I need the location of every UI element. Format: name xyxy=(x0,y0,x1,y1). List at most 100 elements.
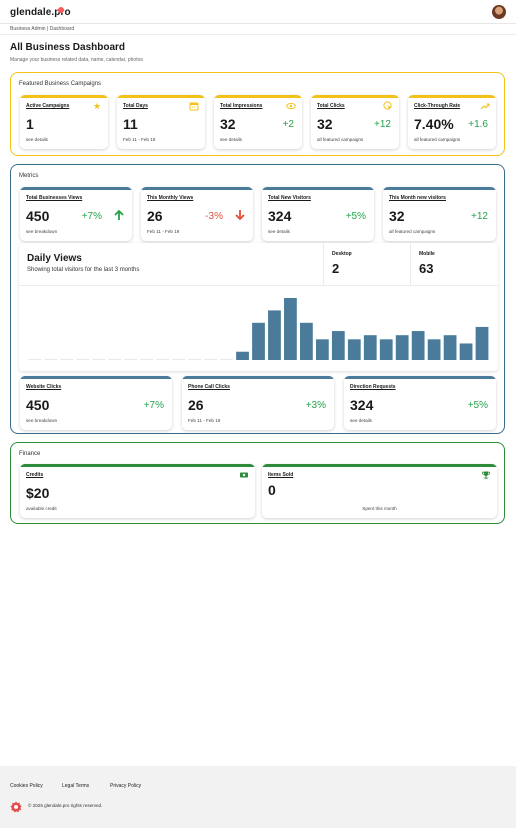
avatar[interactable] xyxy=(492,5,506,19)
chart-bar xyxy=(140,359,154,360)
card-title[interactable]: Website Clicks xyxy=(26,384,62,390)
cursor-click-icon xyxy=(383,101,393,111)
chart-bar xyxy=(60,359,74,360)
divider xyxy=(19,285,498,286)
chart-bar[interactable] xyxy=(411,331,425,360)
card-title[interactable]: Total Clicks xyxy=(317,103,345,109)
card-value: 7.40% xyxy=(414,116,454,132)
card-title[interactable]: This Month new visitors xyxy=(389,195,446,201)
chart-bar[interactable] xyxy=(347,339,361,360)
arrow-down-icon xyxy=(233,208,247,222)
logo[interactable]: glendale.pro xyxy=(10,7,71,18)
chart-bar xyxy=(44,359,58,360)
chart-bar[interactable] xyxy=(475,326,489,360)
card-value: 324 xyxy=(268,208,292,224)
card-accent-bar xyxy=(344,376,496,379)
card-foot[interactable]: see breakdown xyxy=(26,418,58,423)
bar-chart xyxy=(28,298,489,360)
featured-card-total-impressions[interactable]: Total Impressions 32 +2 see details xyxy=(214,95,302,149)
metric-card-website-clicks[interactable]: Website Clicks 450 +7% see breakdown xyxy=(20,376,172,430)
page-title: All Business Dashboard xyxy=(10,42,126,53)
metric-card-direction-requests[interactable]: Direction Requests 324 +5% see details xyxy=(344,376,496,430)
mobile-stat[interactable]: Mobile 63 xyxy=(410,243,498,285)
card-foot[interactable]: see details xyxy=(350,418,372,423)
card-foot[interactable]: see details xyxy=(26,137,48,142)
stat-value: 2 xyxy=(332,261,340,276)
featured-card-active-campaigns[interactable]: Active Campaigns ★ 1 see details xyxy=(20,95,108,149)
card-accent-bar xyxy=(182,376,334,379)
metric-card-month-new-visitors[interactable]: This Month new visitors 32 +12 all featu… xyxy=(383,187,496,241)
card-accent-bar xyxy=(383,187,496,190)
metric-card-phone-call-clicks[interactable]: Phone Call Clicks 26 +3% Feb 11 - Feb 19 xyxy=(182,376,334,430)
card-accent-bar xyxy=(20,95,108,98)
card-delta: +5% xyxy=(345,211,366,222)
card-value: 450 xyxy=(26,397,50,413)
finance-card-credits[interactable]: Credits $20 available credit xyxy=(20,464,255,518)
trophy-icon xyxy=(481,470,491,480)
card-value: 324 xyxy=(350,397,374,413)
card-title[interactable]: Credits xyxy=(26,472,44,478)
arrow-up-icon xyxy=(112,208,126,222)
footer-link-cookies[interactable]: Cookies Policy xyxy=(10,783,43,789)
card-title[interactable]: Click-Through Rate xyxy=(414,103,461,109)
breadcrumb[interactable]: Business Admin | Dashboard xyxy=(10,26,75,32)
chart-bar[interactable] xyxy=(284,298,297,360)
chart-bar[interactable] xyxy=(315,339,329,360)
section-title: Metrics xyxy=(19,173,39,179)
card-value: 32 xyxy=(317,116,333,132)
chart-bar[interactable] xyxy=(459,343,473,360)
chart-bar[interactable] xyxy=(268,310,281,360)
card-title[interactable]: Phone Call Clicks xyxy=(188,384,230,390)
card-foot: Spent this month xyxy=(362,506,397,511)
featured-card-total-days[interactable]: Total Days 11 Feb 11 - Feb 19 xyxy=(117,95,205,149)
card-accent-bar xyxy=(262,464,497,467)
card-foot[interactable]: see breakdown xyxy=(26,229,58,234)
card-title[interactable]: This Monthly Views xyxy=(147,195,194,201)
footer-link-privacy[interactable]: Privacy Policy xyxy=(110,783,142,789)
chart-bar[interactable] xyxy=(379,339,393,360)
featured-card-total-clicks[interactable]: Total Clicks 32 +12 all featured campaig… xyxy=(311,95,399,149)
card-title[interactable]: Total New Visitors xyxy=(268,195,311,201)
chart-bar[interactable] xyxy=(300,322,313,360)
featured-card-click-through-rate[interactable]: Click-Through Rate 7.40% +1.6 all featur… xyxy=(408,95,496,149)
chart-bar[interactable] xyxy=(363,335,377,360)
desktop-stat[interactable]: Desktop 2 xyxy=(323,243,410,285)
card-foot: all featured campaigns xyxy=(414,137,461,142)
chart-bar xyxy=(204,359,217,360)
card-accent-bar xyxy=(311,95,399,98)
chart-bar[interactable] xyxy=(427,339,441,360)
card-value: 450 xyxy=(26,208,50,224)
card-title[interactable]: Total Businesses Views xyxy=(26,195,83,201)
chart-bar[interactable] xyxy=(252,322,265,360)
calendar-icon xyxy=(189,101,199,111)
card-title[interactable]: Total Days xyxy=(123,103,148,109)
card-title[interactable]: Items Sold xyxy=(268,472,294,478)
card-value: 11 xyxy=(123,116,138,132)
card-value: 26 xyxy=(147,208,163,224)
chart-bar[interactable] xyxy=(443,335,457,360)
chart-bar xyxy=(188,359,202,360)
card-title[interactable]: Direction Requests xyxy=(350,384,396,390)
card-foot[interactable]: see details xyxy=(268,229,290,234)
card-delta: +7% xyxy=(143,400,164,411)
card-title[interactable]: Total Impressions xyxy=(220,103,263,109)
chart-bar xyxy=(76,359,90,360)
metric-card-total-business-views[interactable]: Total Businesses Views 450 +7% see break… xyxy=(20,187,132,241)
chart-bar xyxy=(156,359,170,360)
card-foot: available credit xyxy=(26,506,57,511)
card-foot[interactable]: see details xyxy=(220,137,242,142)
chart-bar[interactable] xyxy=(331,331,345,360)
chart-bar xyxy=(108,359,122,360)
metric-card-monthly-views[interactable]: This Monthly Views 26 -3% Feb 11 - Feb 1… xyxy=(141,187,253,241)
finance-card-items-sold[interactable]: Items Sold 0 Spent this month xyxy=(262,464,497,518)
chart-bar xyxy=(124,359,138,360)
chart-bar[interactable] xyxy=(236,351,249,360)
card-foot: Feb 11 - Feb 19 xyxy=(123,137,156,142)
chart-bar[interactable] xyxy=(395,335,409,360)
metric-card-total-new-visitors[interactable]: Total New Visitors 324 +5% see details xyxy=(262,187,374,241)
stat-label: Mobile xyxy=(419,251,435,257)
card-title[interactable]: Active Campaigns xyxy=(26,103,70,109)
card-accent-bar xyxy=(214,95,302,98)
page-subtitle: Manage your business related data, name,… xyxy=(10,57,143,63)
footer-link-legal[interactable]: Legal Terms xyxy=(62,783,90,789)
